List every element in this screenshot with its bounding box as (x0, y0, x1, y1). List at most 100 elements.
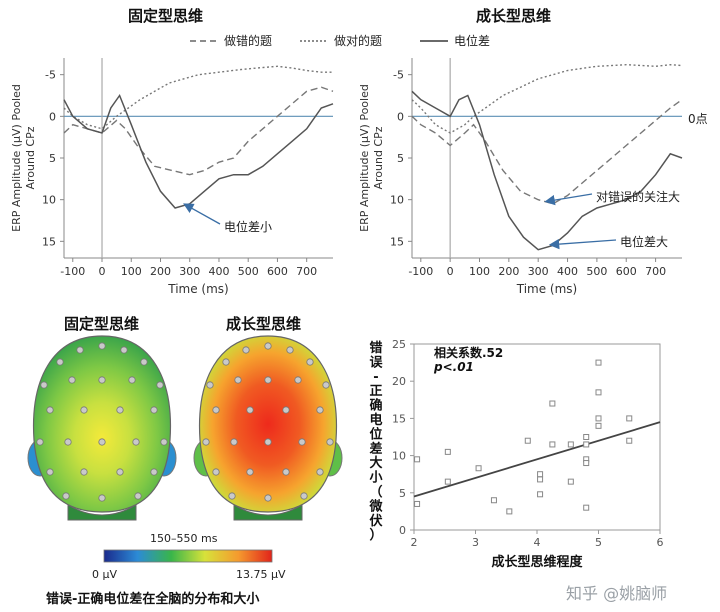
y-tick-label: 0 (399, 524, 406, 537)
electrode (246, 468, 254, 476)
scalp (32, 335, 172, 513)
scatter-point (537, 471, 544, 478)
y-axis-label-char: 电 (369, 412, 382, 428)
electrode (64, 438, 72, 446)
electrode (56, 358, 64, 366)
arrow-right-large (548, 238, 617, 250)
scalp-maps (27, 335, 343, 563)
y-tick-label: 0 (397, 110, 404, 123)
y-axis-label-line2: Around CPz (372, 126, 385, 189)
electrode (264, 376, 272, 384)
electrode (68, 376, 76, 384)
electrode (40, 381, 48, 389)
scatter-point (626, 415, 633, 422)
erp-chart-growth: -5 0 5 10 15 -100 0 100 200 300 400 500 600 700 Time (… (358, 58, 683, 296)
electrode (294, 376, 302, 384)
electrode (228, 492, 236, 500)
legend-swatch-dash (190, 39, 218, 42)
electrode (76, 346, 84, 354)
electrode (246, 406, 254, 414)
electrode (156, 381, 164, 389)
y-axis-label-char: 位 (369, 426, 382, 442)
legend-item-wrong: 做错的题 (190, 32, 272, 49)
electrode (212, 468, 220, 476)
annotation-right-large: 电位差大 (620, 235, 669, 249)
series-line-correct (63, 65, 333, 130)
legend-label-correct: 做对的题 (334, 34, 383, 48)
y-tick-label: 15 (390, 235, 404, 248)
electrode (134, 492, 142, 500)
title-head-growth: 成长型思维 (226, 315, 302, 333)
y-tick-label: 5 (49, 152, 56, 165)
correlation-label: 相关系数.52 (434, 346, 504, 360)
series-line-difference (411, 90, 683, 251)
scatter-point (444, 478, 451, 485)
scalp-map-fixed (27, 335, 177, 521)
x-tick-label: 700 (645, 265, 666, 278)
scatter-point (475, 465, 482, 472)
title-erp-fixed: 固定型思维 (128, 7, 204, 25)
electrode (282, 468, 290, 476)
y-axis-label-char: - (373, 370, 378, 385)
y-tick-label: 25 (392, 338, 406, 351)
y-axis-label-char: 确 (369, 398, 382, 414)
electrode (36, 438, 44, 446)
electrode (120, 346, 128, 354)
electrode (206, 381, 214, 389)
y-tick-label: -5 (393, 69, 404, 82)
electrode (286, 346, 294, 354)
electrode (282, 406, 290, 414)
scatter-point (537, 476, 544, 483)
x-tick-label: 200 (498, 265, 519, 278)
series-line-correct (411, 63, 683, 134)
scatter-point (490, 497, 497, 504)
electrode (46, 468, 54, 476)
y-axis-label-char: 伏 (369, 513, 382, 529)
electrode (80, 406, 88, 414)
scatter-point (414, 500, 421, 507)
y-tick-label: 0 (49, 110, 56, 123)
x-tick-label: -100 (60, 265, 85, 278)
electrode (300, 492, 308, 500)
electrode (116, 406, 124, 414)
scatter-point (595, 415, 602, 422)
x-axis-label: Time (ms) (167, 282, 229, 296)
scatter-point (583, 504, 590, 511)
legend-swatch-solid (420, 39, 448, 42)
x-axis-label: Time (ms) (516, 282, 578, 296)
electrode (222, 358, 230, 366)
x-tick-label: 100 (121, 265, 142, 278)
erp-chart-fixed: -5 0 5 10 15 -100 0 100 200 300 400 500 600 700 Time (… (10, 58, 334, 296)
electrode (128, 376, 136, 384)
x-tick-label: 2 (411, 536, 418, 549)
x-tick-label: 0 (99, 265, 106, 278)
y-tick-label: 10 (392, 450, 406, 463)
electrode (234, 376, 242, 384)
electrode (202, 438, 210, 446)
y-axis-label-char: 小 (369, 471, 382, 486)
significance-label: p<.01 (434, 360, 474, 374)
arrow-left-small (183, 203, 221, 225)
watermark: 知乎 @姚脑师 (566, 584, 668, 603)
scatter-point (537, 491, 544, 498)
scatter-point (583, 441, 590, 448)
electrode (150, 468, 158, 476)
scalp (198, 335, 338, 513)
y-axis-label-char: （ (369, 484, 382, 500)
electrode (98, 342, 106, 350)
electrode (316, 406, 324, 414)
electrode (230, 438, 238, 446)
x-tick-label: 0 (447, 265, 454, 278)
x-tick-label: -100 (408, 265, 433, 278)
electrode (264, 494, 272, 502)
electrode (98, 494, 106, 502)
head-caption: 错误-正确电位差在全脑的分布和大小 (46, 592, 260, 607)
scatter-point (506, 508, 513, 515)
x-tick-label: 500 (238, 265, 259, 278)
electrode (298, 438, 306, 446)
y-tick-label: 20 (392, 375, 406, 388)
y-axis-label: ERP Amplitude (μV) Pooled (358, 84, 371, 232)
series-line-difference (63, 93, 334, 209)
electrode (242, 346, 250, 354)
